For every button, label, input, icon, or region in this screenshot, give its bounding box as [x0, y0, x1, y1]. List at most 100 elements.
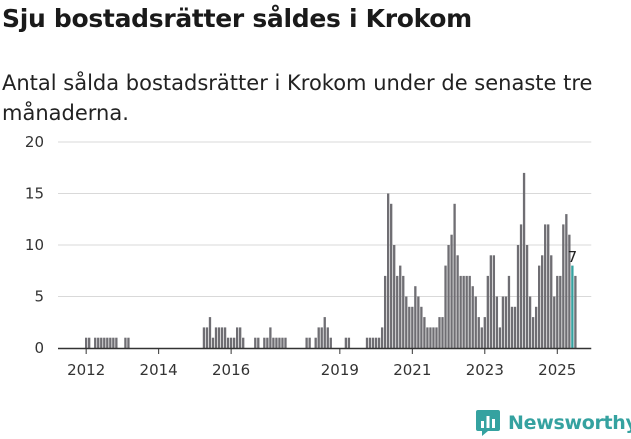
bar-126 — [465, 275, 468, 348]
bar-162 — [574, 275, 577, 348]
bar-122 — [453, 203, 456, 348]
bar-133 — [486, 275, 489, 348]
bar-108 — [411, 306, 414, 348]
bar-101 — [390, 203, 393, 348]
bar-99 — [383, 275, 387, 348]
bar-117 — [438, 317, 441, 348]
bar-152 — [544, 224, 547, 348]
bar-157 — [559, 275, 562, 348]
chart-subtitle: Antal sålda bostadsrätter i Krokom under… — [2, 71, 593, 125]
bar-155 — [553, 296, 556, 348]
bars — [85, 172, 577, 348]
bar-135 — [492, 255, 496, 348]
bar-130 — [477, 317, 480, 348]
bar-143 — [516, 245, 520, 348]
x-tick-label-2016: 2016 — [212, 361, 250, 379]
bar-159 — [565, 214, 568, 348]
bar-111 — [420, 306, 423, 348]
bar-87 — [347, 337, 351, 348]
bar-95 — [371, 337, 375, 348]
bar-141 — [510, 306, 514, 348]
bar-96 — [374, 337, 378, 348]
newsworthy-bar-chart-icon — [476, 410, 500, 436]
bar-105 — [402, 275, 405, 348]
bar-156 — [556, 275, 559, 348]
bar-138 — [501, 296, 505, 348]
bar-7 — [106, 337, 109, 348]
bar-140 — [507, 275, 511, 348]
bar-9 — [112, 337, 115, 348]
bar-64 — [278, 337, 281, 348]
bar-160 — [568, 234, 571, 348]
bar-131 — [480, 327, 483, 348]
x-tick-label-2025: 2025 — [538, 361, 576, 379]
bar-4 — [97, 337, 100, 348]
bar-125 — [462, 275, 465, 348]
bar-93 — [365, 337, 369, 348]
brand-name: Newsworthy — [508, 412, 631, 434]
bar-10 — [115, 337, 118, 348]
bar-1 — [88, 337, 91, 348]
bar-127 — [468, 275, 471, 348]
bar-14 — [127, 337, 130, 348]
bar-chart: 0 5 10 15 20 2012 2014 2016 2019 2021 2023 2025 7 — [25, 133, 592, 379]
data-labels: 7 — [568, 248, 578, 266]
bar-151 — [541, 255, 544, 348]
bar-149 — [534, 306, 538, 348]
bar-81 — [329, 337, 332, 348]
bar-120 — [447, 245, 450, 348]
bar-52 — [242, 337, 245, 348]
bar-161 — [571, 265, 574, 348]
bar-112 — [423, 317, 426, 348]
bar-77 — [317, 327, 320, 348]
bar-41 — [208, 317, 212, 348]
x-tick-label-2023: 2023 — [466, 361, 504, 379]
bar-47 — [226, 337, 230, 348]
bar-147 — [528, 296, 532, 348]
bar-79 — [323, 317, 326, 348]
bar-154 — [550, 255, 553, 348]
bar-116 — [435, 327, 438, 348]
bar-74 — [308, 337, 311, 348]
bar-109 — [414, 286, 417, 348]
bar-8 — [109, 337, 112, 348]
bar-57 — [257, 337, 260, 348]
bar-137 — [498, 327, 502, 348]
bar-39 — [202, 327, 206, 348]
bar-0 — [85, 337, 88, 348]
bar-113 — [426, 327, 429, 348]
bar-145 — [522, 172, 526, 348]
y-tick-label-0: 0 — [34, 339, 44, 357]
bar-114 — [429, 327, 432, 348]
bar-46 — [223, 327, 227, 348]
bar-129 — [474, 296, 477, 348]
bar-146 — [525, 245, 529, 348]
bar-102 — [393, 245, 396, 348]
bar-134 — [489, 255, 492, 348]
bar-124 — [459, 275, 462, 348]
bar-49 — [232, 337, 236, 348]
bar-94 — [368, 337, 372, 348]
bar-78 — [320, 327, 323, 348]
bar-144 — [519, 224, 523, 348]
bar-80 — [326, 327, 329, 348]
x-tick-label-2021: 2021 — [393, 361, 431, 379]
bar-56 — [254, 337, 257, 348]
chart-title: Sju bostadsrätter såldes i Krokom — [2, 4, 472, 33]
bar-100 — [387, 193, 390, 348]
y-tick-label-5: 5 — [34, 288, 44, 306]
bar-5 — [100, 337, 103, 348]
bar-158 — [562, 224, 565, 348]
bar-50 — [236, 327, 239, 348]
bar-103 — [396, 275, 399, 348]
bar-107 — [408, 306, 411, 348]
bar-51 — [239, 327, 242, 348]
x-tick-label-2019: 2019 — [321, 361, 359, 379]
x-tick-label-2012: 2012 — [67, 361, 105, 379]
bar-104 — [399, 265, 402, 348]
y-tick-label-20: 20 — [25, 133, 44, 151]
y-tick-label-15: 15 — [25, 185, 44, 203]
bar-42 — [211, 337, 215, 348]
x-tick-label-2014: 2014 — [140, 361, 178, 379]
y-axis-tick-labels: 0 5 10 15 20 — [25, 133, 44, 357]
